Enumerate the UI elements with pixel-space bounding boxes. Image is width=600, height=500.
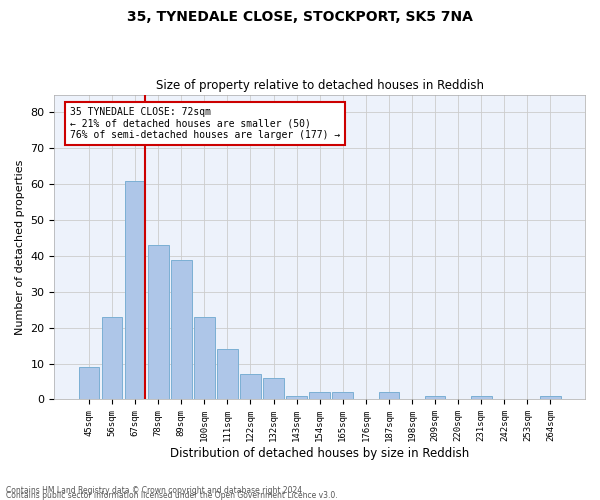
Bar <box>286 396 307 400</box>
Bar <box>310 392 330 400</box>
Text: Contains HM Land Registry data © Crown copyright and database right 2024.: Contains HM Land Registry data © Crown c… <box>6 486 305 495</box>
Bar <box>194 317 215 400</box>
Bar <box>263 378 284 400</box>
X-axis label: Distribution of detached houses by size in Reddish: Distribution of detached houses by size … <box>170 447 469 460</box>
Bar <box>332 392 353 400</box>
Bar <box>79 367 99 400</box>
Bar <box>471 396 491 400</box>
Bar <box>379 392 400 400</box>
Bar <box>540 396 561 400</box>
Text: 35, TYNEDALE CLOSE, STOCKPORT, SK5 7NA: 35, TYNEDALE CLOSE, STOCKPORT, SK5 7NA <box>127 10 473 24</box>
Bar <box>425 396 445 400</box>
Bar <box>240 374 261 400</box>
Bar <box>101 317 122 400</box>
Bar <box>125 180 145 400</box>
Y-axis label: Number of detached properties: Number of detached properties <box>15 160 25 334</box>
Title: Size of property relative to detached houses in Reddish: Size of property relative to detached ho… <box>156 79 484 92</box>
Bar <box>171 260 191 400</box>
Bar <box>148 245 169 400</box>
Bar <box>217 350 238 400</box>
Text: Contains public sector information licensed under the Open Government Licence v3: Contains public sector information licen… <box>6 491 338 500</box>
Text: 35 TYNEDALE CLOSE: 72sqm
← 21% of detached houses are smaller (50)
76% of semi-d: 35 TYNEDALE CLOSE: 72sqm ← 21% of detach… <box>70 107 341 140</box>
